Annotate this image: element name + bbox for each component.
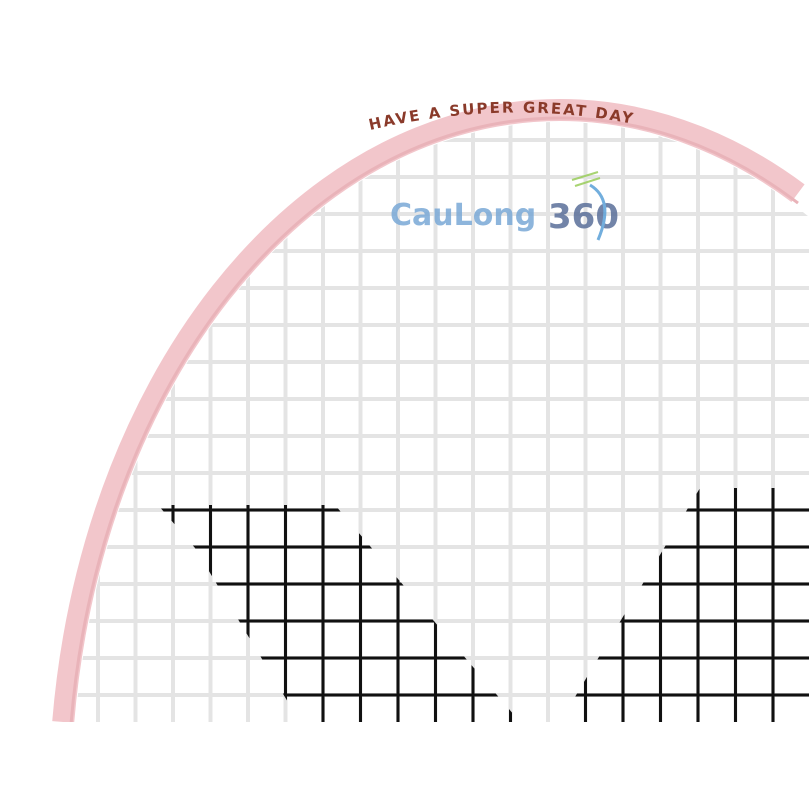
swoosh-icon (589, 183, 607, 241)
string-bed (75, 121, 809, 722)
shuttlecock-icon (571, 171, 601, 187)
watermark-number: 360 (548, 197, 619, 237)
watermark-brand: CauLong (390, 198, 536, 233)
racket-frame (52, 99, 805, 723)
racket-frame-inner-edge (69, 116, 799, 723)
caulong360-watermark: CauLong 360 (390, 171, 619, 241)
